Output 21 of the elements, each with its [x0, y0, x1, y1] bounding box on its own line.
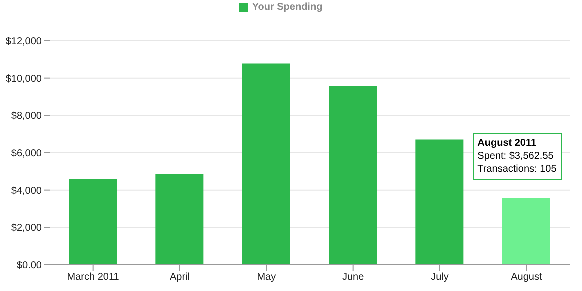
y-tick-label: $12,000: [6, 36, 42, 48]
bar: [156, 174, 204, 265]
y-tick-label: $6,000: [11, 148, 42, 160]
bar: [242, 64, 290, 265]
y-tick-label: $0.00: [16, 260, 42, 272]
y-tick-label: $10,000: [6, 74, 42, 85]
y-tick-label: $8,000: [11, 111, 42, 122]
bar: [69, 179, 117, 265]
y-tick-label: $4,000: [11, 186, 42, 197]
legend-label: Your Spending: [252, 2, 323, 13]
y-tick-label: $2,000: [11, 223, 42, 234]
bar: [416, 140, 464, 265]
x-tick-label: May: [257, 272, 276, 284]
x-tick-label: July: [431, 272, 449, 284]
bar: [329, 86, 377, 265]
x-tick-label: August: [511, 272, 542, 284]
x-tick-label: April: [170, 272, 190, 284]
bar: [502, 198, 550, 265]
annotation: August 2011 Spent: $3,562.55 Transactions: 105: [478, 137, 557, 176]
x-tick-label: March 2011: [67, 272, 120, 284]
x-tick-label: June: [342, 272, 365, 284]
